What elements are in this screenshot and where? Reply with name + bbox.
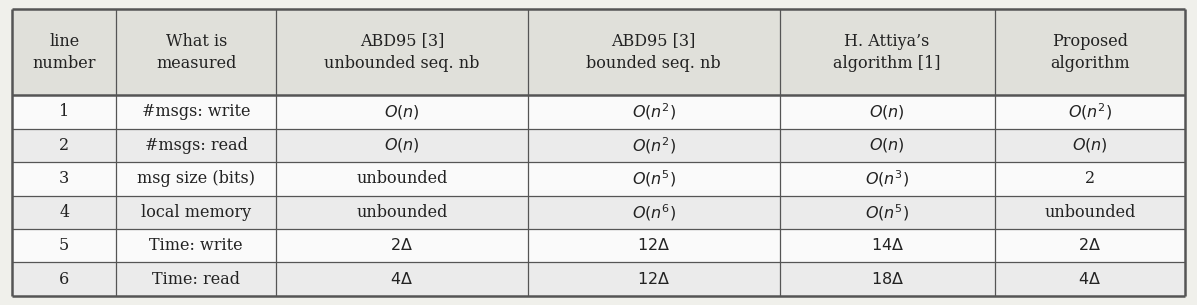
Bar (779, 196, 995, 229)
Bar (116, 95, 277, 129)
Text: $O(n^2)$: $O(n^2)$ (632, 102, 676, 122)
Text: 2: 2 (59, 137, 69, 154)
Text: H. Attiya’s
algorithm [1]: H. Attiya’s algorithm [1] (833, 33, 941, 72)
Text: $18\Delta$: $18\Delta$ (870, 271, 904, 288)
Bar (116, 262, 277, 296)
Text: $O(n^5)$: $O(n^5)$ (632, 168, 676, 189)
Bar (12, 95, 116, 129)
Bar (12, 262, 116, 296)
Bar (116, 9, 277, 95)
Bar (995, 9, 1185, 95)
Text: #msgs: write: #msgs: write (142, 103, 250, 120)
Text: unbounded: unbounded (1044, 204, 1136, 221)
Bar (116, 129, 277, 162)
Bar (528, 196, 779, 229)
Text: $O(n^2)$: $O(n^2)$ (632, 135, 676, 156)
Text: $4\Delta$: $4\Delta$ (1078, 271, 1101, 288)
Text: $O(n)$: $O(n)$ (869, 136, 905, 154)
Bar (779, 129, 995, 162)
Text: unbounded: unbounded (357, 170, 448, 187)
Text: $4\Delta$: $4\Delta$ (390, 271, 413, 288)
Bar (779, 229, 995, 262)
Bar (779, 9, 995, 95)
Bar (116, 162, 277, 196)
Bar (528, 95, 779, 129)
Bar (779, 262, 995, 296)
Text: Time: read: Time: read (152, 271, 241, 288)
Text: $O(n)$: $O(n)$ (384, 103, 420, 121)
Text: ABD95 [3]
bounded seq. nb: ABD95 [3] bounded seq. nb (587, 33, 721, 72)
Text: $O(n^6)$: $O(n^6)$ (632, 202, 676, 223)
Text: $12\Delta$: $12\Delta$ (637, 237, 670, 254)
Bar (995, 229, 1185, 262)
Text: What is
measured: What is measured (156, 33, 237, 72)
Bar (528, 262, 779, 296)
Bar (779, 95, 995, 129)
Bar (995, 196, 1185, 229)
Bar (277, 162, 528, 196)
Bar (528, 229, 779, 262)
Bar (528, 9, 779, 95)
Text: $O(n^2)$: $O(n^2)$ (1068, 102, 1112, 122)
Bar (116, 229, 277, 262)
Text: ABD95 [3]
unbounded seq. nb: ABD95 [3] unbounded seq. nb (324, 33, 480, 72)
Text: 1: 1 (59, 103, 69, 120)
Bar (277, 262, 528, 296)
Text: $12\Delta$: $12\Delta$ (637, 271, 670, 288)
Bar (277, 129, 528, 162)
Text: $O(n)$: $O(n)$ (384, 136, 420, 154)
Text: 5: 5 (59, 237, 69, 254)
Bar (528, 162, 779, 196)
Text: $O(n^5)$: $O(n^5)$ (865, 202, 910, 223)
Text: #msgs: read: #msgs: read (145, 137, 248, 154)
Text: $O(n^3)$: $O(n^3)$ (865, 168, 910, 189)
Text: $O(n)$: $O(n)$ (1071, 136, 1107, 154)
Text: $2\Delta$: $2\Delta$ (1078, 237, 1101, 254)
Bar (12, 196, 116, 229)
Text: 3: 3 (59, 170, 69, 187)
Text: Proposed
algorithm: Proposed algorithm (1050, 33, 1130, 72)
Text: $2\Delta$: $2\Delta$ (390, 237, 413, 254)
Text: local memory: local memory (141, 204, 251, 221)
Bar (995, 162, 1185, 196)
Text: 2: 2 (1084, 170, 1095, 187)
Bar (12, 229, 116, 262)
Text: msg size (bits): msg size (bits) (138, 170, 255, 187)
Bar (995, 95, 1185, 129)
Bar (528, 129, 779, 162)
Bar (995, 129, 1185, 162)
Bar (277, 196, 528, 229)
Bar (779, 162, 995, 196)
Bar (12, 9, 116, 95)
Bar (12, 129, 116, 162)
Bar (12, 162, 116, 196)
Bar (995, 262, 1185, 296)
Bar (116, 196, 277, 229)
Text: $14\Delta$: $14\Delta$ (870, 237, 904, 254)
Bar (277, 9, 528, 95)
Bar (277, 95, 528, 129)
Text: 6: 6 (59, 271, 69, 288)
Text: $O(n)$: $O(n)$ (869, 103, 905, 121)
Text: Time: write: Time: write (150, 237, 243, 254)
Bar (277, 229, 528, 262)
Text: 4: 4 (59, 204, 69, 221)
Text: unbounded: unbounded (357, 204, 448, 221)
Text: line
number: line number (32, 33, 96, 72)
